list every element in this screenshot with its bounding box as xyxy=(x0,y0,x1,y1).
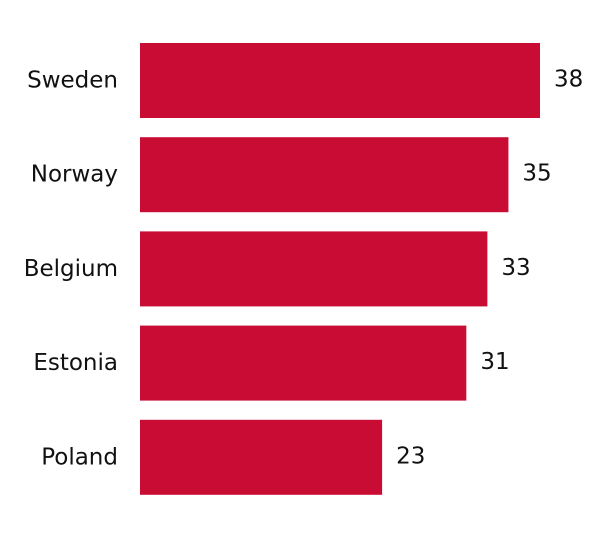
category-labels-group: Sweden Norway Belgium Estonia Poland xyxy=(24,68,118,471)
category-label-norway: Norway xyxy=(31,162,118,188)
value-label-estonia: 31 xyxy=(480,349,509,375)
bars-group xyxy=(140,43,540,495)
value-label-poland: 23 xyxy=(396,443,425,469)
bar-poland xyxy=(140,419,383,495)
value-label-sweden: 38 xyxy=(554,67,583,93)
value-label-belgium: 33 xyxy=(501,255,530,281)
category-label-poland: Poland xyxy=(41,444,118,470)
bar-estonia xyxy=(140,325,467,401)
value-labels-group: 38 35 33 31 23 xyxy=(396,67,583,470)
value-label-norway: 35 xyxy=(522,161,551,187)
bar-belgium xyxy=(140,231,488,307)
bar-norway xyxy=(140,137,509,213)
category-label-estonia: Estonia xyxy=(33,350,118,376)
bar-sweden xyxy=(140,43,540,118)
category-label-belgium: Belgium xyxy=(24,256,118,282)
category-label-sweden: Sweden xyxy=(27,68,118,94)
